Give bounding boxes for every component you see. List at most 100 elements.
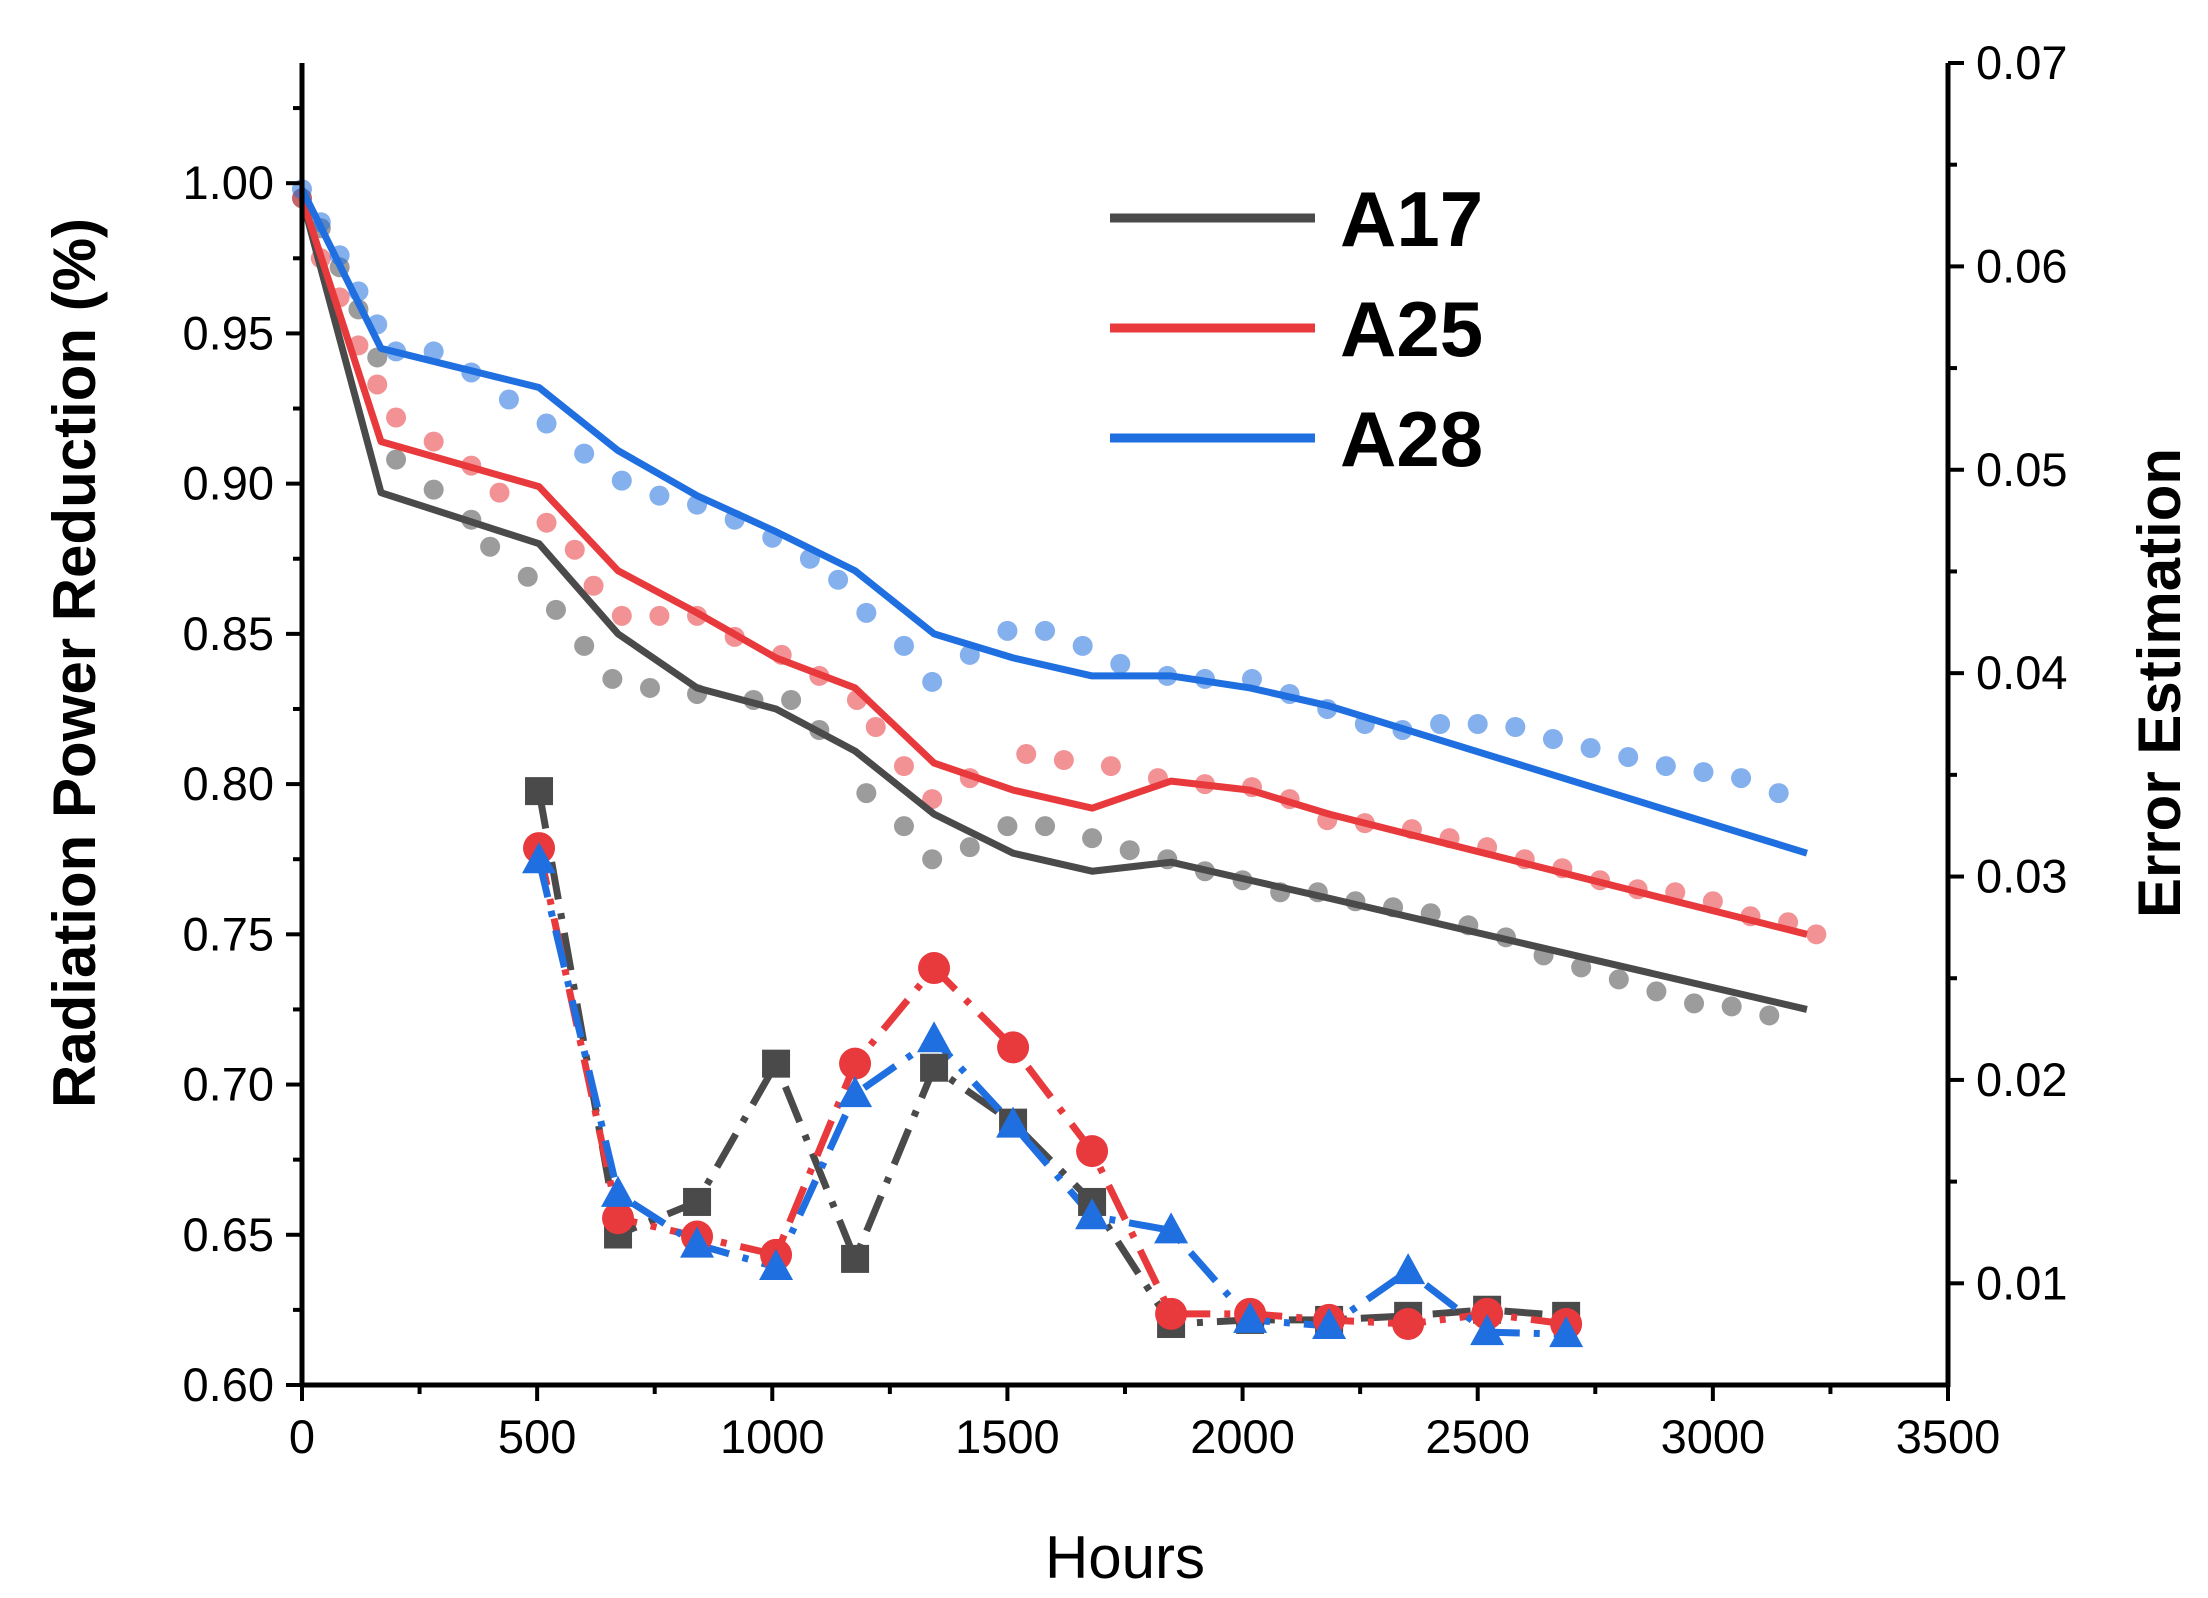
x-tick-label: 1000 [720,1410,825,1463]
measured-point-a17 [959,837,980,858]
fit-line-a17 [298,197,1808,1013]
measured-point-a17 [423,479,444,500]
measured-point-a25 [489,482,510,503]
error-point-a25 [1392,1307,1425,1340]
measured-point-a28 [997,620,1018,641]
y2-tick-label: 0.05 [1976,443,2067,496]
error-point-a28 [601,1175,636,1207]
error-point-a28 [1154,1212,1189,1244]
y-tick-label: 0.90 [183,457,274,510]
measured-point-a25 [649,605,670,626]
error-point-a28 [522,842,557,874]
error-point-a28 [838,1076,873,1108]
y-tick-label: 0.75 [183,907,274,960]
measured-point-a28 [1072,635,1093,656]
measured-point-a25 [423,431,444,452]
error-point-a17 [525,777,554,806]
x-tick-label: 1500 [955,1410,1060,1463]
measured-point-a25 [611,605,632,626]
measured-point-a28 [1035,620,1056,641]
measured-point-a17 [602,668,623,689]
measured-point-a25 [367,374,388,395]
x-tick-label: 3500 [1896,1410,2001,1463]
measured-point-a28 [893,635,914,656]
measured-point-a17 [480,536,501,557]
error-point-a28 [1470,1314,1505,1346]
y2-tick-label: 0.02 [1976,1053,2067,1106]
measured-point-a28 [1542,729,1563,750]
axes-layer: 0 500 1000 1500 2000 2500 3000 3500 0.60 0.65 0.70… [183,36,2068,1463]
measured-point-a17 [922,849,943,870]
measured-point-a17 [856,783,877,804]
measured-point-a17 [386,449,407,470]
error-point-a28 [996,1106,1031,1138]
error-point-a25 [839,1047,872,1080]
y-tick-label: 1.00 [183,156,274,209]
measured-point-a17 [367,347,388,368]
y-tick-label: 0.70 [183,1058,274,1111]
measured-point-a28 [423,341,444,362]
error-point-a28 [1549,1316,1584,1348]
error-point-a17 [920,1053,949,1082]
x-tick-label: 2500 [1425,1410,1530,1463]
measured-point-a17 [1721,996,1742,1017]
measured-point-a28 [611,470,632,491]
fit-line-a25 [298,197,1808,938]
error-point-a17 [762,1049,791,1078]
measured-point-a28 [1505,717,1526,738]
measured-point-a17 [1759,1005,1780,1026]
error-point-a28 [1075,1198,1110,1230]
measured-point-a17 [1571,957,1592,978]
error-point-a25 [1155,1297,1188,1330]
measured-point-a28 [1110,653,1131,674]
measured-point-a28 [856,602,877,623]
measured-point-a28 [1655,756,1676,777]
error-point-a28 [1391,1253,1426,1285]
error-point-a25 [1076,1135,1109,1168]
measured-point-a28 [1467,714,1488,734]
measured-point-a25 [922,789,943,810]
legend: A17 A25 A28 [1110,175,1483,483]
legend-label-a17: A17 [1340,175,1483,263]
error-point-a28 [917,1021,952,1053]
y-axis-title: Radiation Power Reduction (%) [41,218,108,1108]
measured-point-a25 [1806,924,1827,945]
measured-point-a25 [583,575,604,596]
measured-point-a25 [865,717,886,738]
y-tick-label: 0.65 [183,1208,274,1261]
error-point-a28 [759,1249,794,1281]
measured-point-a17 [574,635,595,656]
error-point-a28 [1233,1301,1268,1333]
error-point-a17 [841,1244,870,1273]
y2-tick-label: 0.06 [1976,239,2067,292]
measured-point-a28 [1693,762,1714,783]
measured-point-a17 [517,566,538,587]
measured-point-a25 [1053,750,1074,771]
error-point-a25 [997,1031,1030,1064]
legend-label-a28: A28 [1340,395,1483,483]
measured-point-a17 [1035,816,1056,837]
measured-point-a17 [1082,828,1103,849]
measured-point-a25 [386,407,407,428]
measured-point-a17 [640,677,661,698]
y-tick-label: 0.80 [183,757,274,810]
y2-tick-label: 0.01 [1976,1256,2067,1309]
measured-point-a28 [922,671,943,692]
x-axis-title: Hours [1045,1524,1205,1591]
measured-point-a28 [1618,747,1639,768]
y2-tick-label: 0.03 [1976,850,2067,903]
error-point-a25 [918,952,951,985]
y2-tick-label: 0.04 [1976,646,2067,699]
y-tick-label: 0.60 [183,1358,274,1411]
measured-point-a28 [536,413,557,434]
x-tick-label: 0 [289,1410,315,1463]
measured-point-a25 [536,512,557,533]
legend-label-a25: A25 [1340,285,1483,373]
error-point-a28 [1312,1308,1347,1340]
measured-point-a28 [574,443,595,464]
measured-point-a17 [1119,840,1140,861]
y2-axis-title: Error Estimation [2126,448,2193,918]
measured-point-a25 [1100,756,1121,777]
error-point-a28 [680,1226,715,1258]
